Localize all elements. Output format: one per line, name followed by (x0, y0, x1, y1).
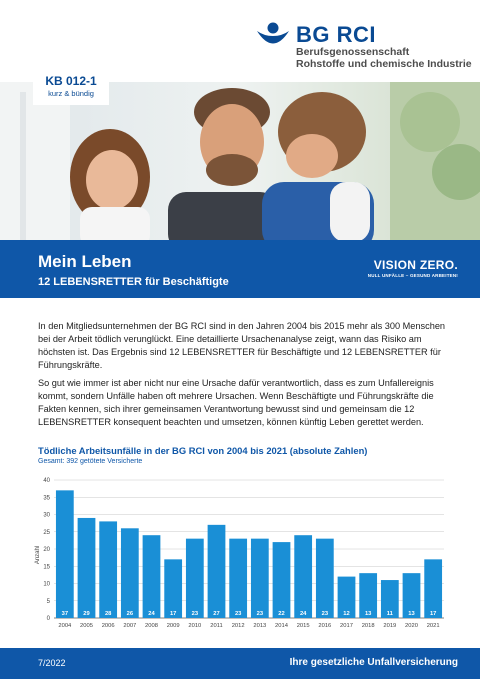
bar-value-label: 17 (170, 611, 176, 617)
y-axis-label: Anzahl (35, 546, 41, 564)
kb-subtitle: kurz & bündig (48, 89, 94, 98)
vision-zero-tagline: NULL UNFÄLLE – GESUND ARBEITEN! (367, 273, 458, 278)
y-tick-label: 15 (43, 564, 50, 570)
fatal-accidents-bar-chart: 0 5 10 15 20 25 30 35 40 Anzahl 37 2004 29 2005 28 2006… (35, 478, 444, 629)
bar-value-label: 37 (62, 611, 68, 617)
bar (207, 524, 226, 618)
kb-code: KB 012-1 (45, 74, 97, 88)
x-tick-label: 2018 (362, 623, 375, 629)
bar (142, 535, 161, 618)
intro-paragraph: In den Mitgliedsunternehmen der BG RCI s… (38, 321, 446, 370)
y-tick-label: 40 (43, 478, 50, 484)
bar (294, 535, 313, 618)
bar (99, 521, 118, 618)
bar (77, 517, 96, 618)
bar-value-label: 27 (213, 611, 219, 617)
bar-value-label: 23 (192, 611, 199, 617)
x-tick-label: 2011 (210, 623, 222, 629)
bar (272, 542, 291, 618)
bar (250, 538, 269, 618)
footer-tagline: Ihre gesetzliche Unfallversicherung (289, 657, 458, 668)
bar-value-label: 13 (365, 611, 372, 617)
bar-value-label: 22 (278, 611, 284, 617)
x-tick-label: 2005 (80, 623, 93, 629)
brand-name: BG RCI (296, 22, 376, 47)
hero-photo (0, 82, 480, 240)
bar (315, 538, 334, 618)
bar-value-label: 17 (430, 611, 436, 617)
x-tick-label: 2006 (102, 623, 115, 629)
bar-value-label: 26 (127, 611, 134, 617)
y-tick-label: 5 (47, 599, 51, 605)
causes-paragraph: So gut wie immer ist aber nicht nur eine… (38, 378, 434, 427)
x-tick-label: 2013 (253, 623, 266, 629)
x-tick-label: 2009 (167, 623, 180, 629)
x-tick-label: 2007 (123, 623, 136, 629)
y-tick-label: 35 (43, 495, 50, 501)
bar-value-label: 23 (235, 611, 242, 617)
y-tick-label: 25 (43, 530, 50, 536)
bar-value-label: 28 (105, 611, 112, 617)
bar (120, 528, 139, 618)
vision-zero-logo: VISION ZERO. (373, 258, 458, 272)
bar-value-label: 24 (148, 611, 155, 617)
page-title: Mein Leben (38, 252, 132, 271)
issue-date: 7/2022 (38, 658, 66, 668)
y-tick-label: 0 (47, 616, 51, 622)
x-tick-label: 2021 (427, 623, 440, 629)
page-header: BG RCI Berufsgenossenschaft Rohstoffe un… (0, 0, 480, 82)
y-tick-label: 20 (43, 547, 50, 553)
x-tick-label: 2019 (383, 623, 396, 629)
title-banner: Mein Leben 12 LEBENSRETTER für Beschäfti… (0, 240, 480, 298)
x-tick-label: 2017 (340, 623, 353, 629)
x-tick-label: 2014 (275, 623, 289, 629)
bar (164, 559, 183, 618)
x-tick-label: 2008 (145, 623, 158, 629)
chart-subtitle: Gesamt: 392 getötete Versicherte (38, 458, 143, 465)
page-footer: 7/2022 Ihre gesetzliche Unfallversicheru… (0, 648, 480, 679)
bar (359, 573, 378, 618)
x-tick-label: 2015 (297, 623, 310, 629)
bar (229, 538, 248, 618)
brand-subtitle-line1: Berufsgenossenschaft (296, 46, 410, 58)
bg-rci-logo-icon (257, 22, 289, 44)
y-tick-label: 30 (43, 513, 50, 519)
page-subtitle: 12 LEBENSRETTER für Beschäftigte (38, 276, 229, 288)
x-tick-label: 2016 (318, 623, 331, 629)
bar-value-label: 23 (257, 611, 264, 617)
x-tick-label: 2020 (405, 623, 418, 629)
bar-value-label: 23 (322, 611, 329, 617)
bar (55, 490, 74, 618)
kb-badge: KB 012-1 kurz & bündig (34, 70, 108, 104)
bar-value-label: 24 (300, 611, 307, 617)
brand-subtitle-line2: Rohstoffe und chemische Industrie (296, 58, 472, 70)
x-tick-label: 2010 (188, 623, 201, 629)
bar-value-label: 13 (408, 611, 415, 617)
family-photo-image (0, 82, 480, 240)
bar (424, 559, 443, 618)
chart-title: Tödliche Arbeitsunfälle in der BG RCI vo… (38, 445, 368, 456)
y-tick-label: 10 (43, 582, 50, 588)
bar (380, 580, 399, 618)
bar-value-label: 29 (83, 611, 90, 617)
bar-value-label: 12 (343, 611, 349, 617)
x-tick-label: 2012 (232, 623, 245, 629)
bar (402, 573, 421, 618)
x-tick-label: 2004 (58, 623, 72, 629)
bar (337, 576, 356, 618)
bar-value-label: 11 (387, 611, 394, 617)
bar (185, 538, 204, 618)
